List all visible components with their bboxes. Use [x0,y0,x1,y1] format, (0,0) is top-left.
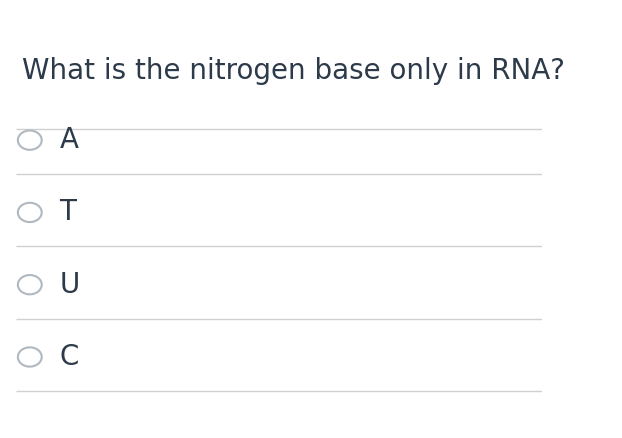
Text: T: T [60,198,77,226]
Circle shape [18,347,42,367]
Text: What is the nitrogen base only in RNA?: What is the nitrogen base only in RNA? [22,57,565,85]
Circle shape [18,131,42,150]
Circle shape [18,203,42,222]
Text: A: A [60,126,78,154]
Text: C: C [60,343,79,371]
Text: U: U [60,271,80,299]
Circle shape [18,275,42,294]
